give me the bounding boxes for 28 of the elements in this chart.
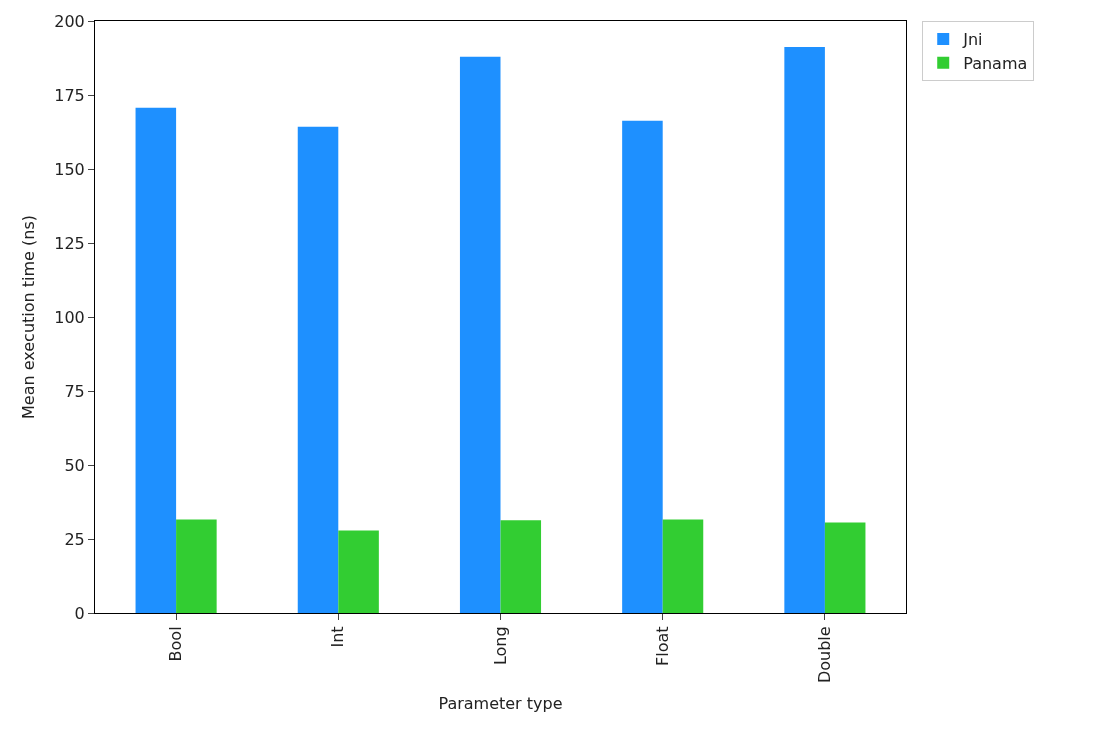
x-tick-label: Double: [815, 626, 835, 684]
y-tick-label: 200: [54, 11, 85, 31]
y-tick-label: 150: [54, 159, 85, 179]
x-tick-label: Long: [490, 626, 510, 666]
x-tick-label: Float: [652, 626, 672, 666]
y-tick-label: 0: [74, 603, 85, 623]
legend-label: Panama: [963, 53, 1028, 73]
y-tick-label: 175: [54, 85, 85, 105]
y-tick-label: 25: [64, 529, 85, 549]
bar: [338, 530, 379, 613]
bar: [622, 120, 663, 613]
y-tick-label: 125: [54, 233, 85, 253]
legend-label: Jni: [962, 30, 983, 50]
bar: [297, 126, 339, 613]
bar: [662, 519, 704, 613]
bar: [459, 56, 501, 613]
bar: [500, 520, 542, 613]
bar: [824, 522, 866, 613]
bar: [784, 47, 825, 613]
y-axis-title: Mean execution time (ns): [19, 215, 39, 419]
x-tick-label: Int: [328, 626, 348, 648]
bar: [135, 107, 177, 613]
y-tick-label: 100: [54, 307, 85, 327]
y-tick-label: 75: [64, 381, 85, 401]
y-tick-label: 50: [64, 455, 85, 475]
x-tick-label: Bool: [166, 626, 186, 662]
x-axis-title: Parameter type: [438, 693, 563, 713]
bar: [176, 519, 217, 613]
